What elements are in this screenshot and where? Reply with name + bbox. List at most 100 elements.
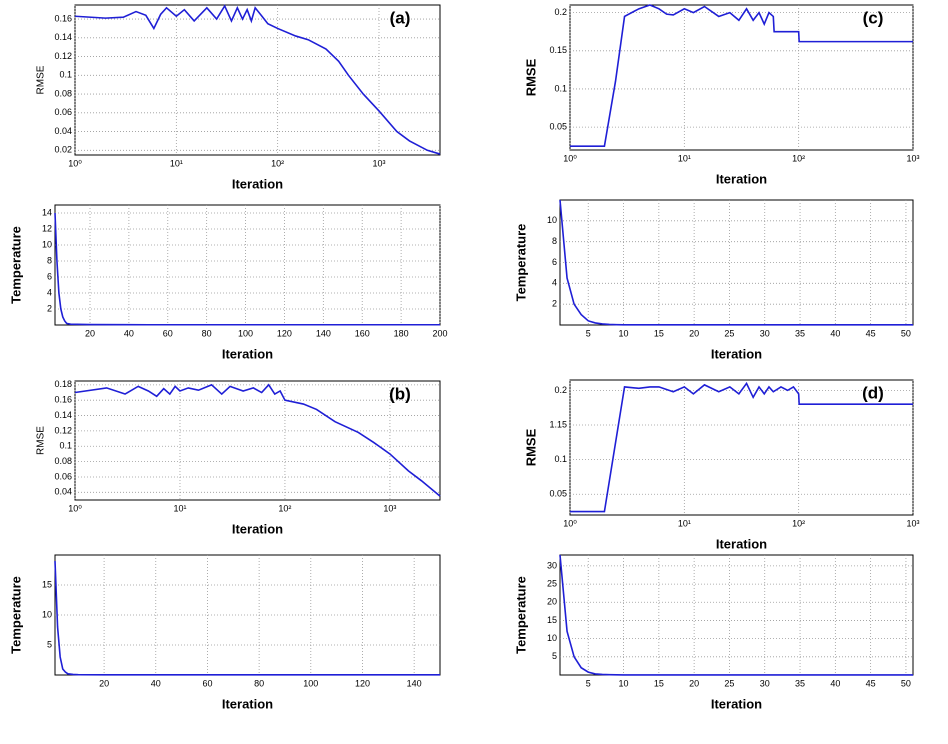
subplot: 20 40 60 80 100 120 140 160 180 200 2 4 6 8 10 12 14 Iter… [8, 204, 448, 361]
y-axis-label: RMSE [36, 426, 47, 455]
panel-label: (c) [863, 8, 884, 27]
y-tick-label: 0.02 [54, 145, 72, 155]
y-tick-label: 10 [42, 609, 52, 619]
y-tick-label: 0.12 [54, 51, 72, 61]
y-tick-label: 0.05 [549, 489, 567, 499]
subplot: 5 10 15 20 25 30 35 40 45 50 2 4 6 8 10 Iteration Temper… [513, 199, 914, 361]
x-tick-label: 10⁰ [563, 518, 577, 528]
y-tick-label: 0.14 [54, 410, 72, 420]
x-tick-label: 20 [99, 678, 109, 688]
x-axis-label: Iteration [232, 176, 283, 191]
x-tick-label: 60 [202, 678, 212, 688]
x-tick-label: 10¹ [678, 518, 691, 528]
y-axis-label: Temperature [8, 226, 23, 304]
x-tick-label: 35 [795, 328, 805, 338]
x-tick-label: 10² [271, 158, 284, 168]
x-tick-label: 160 [355, 328, 370, 338]
y-tick-label: 20 [547, 597, 557, 607]
y-tick-label: 6 [47, 271, 52, 281]
x-axis-label: Iteration [222, 696, 273, 711]
y-tick-label: 1.15 [549, 419, 567, 429]
y-tick-label: 8 [47, 255, 52, 265]
subplot: 5 10 15 20 25 30 35 40 45 50 5 10 15 20 25 30 Iteration T… [513, 554, 914, 711]
y-tick-label: 12 [42, 223, 52, 233]
x-tick-label: 180 [394, 328, 409, 338]
y-axis-label: Temperature [513, 576, 528, 654]
x-tick-label: 10¹ [678, 153, 691, 163]
x-tick-label: 10³ [383, 503, 396, 513]
y-tick-label: 0.04 [54, 487, 72, 497]
y-tick-label: 0.04 [54, 126, 72, 136]
x-tick-label: 10¹ [170, 158, 183, 168]
subplot: 10⁰ 10¹ 10² 10³ 0.05 0.1 1.15 0.2 Iteration RMSE (… [523, 379, 920, 551]
y-tick-label: 6 [552, 257, 557, 267]
y-tick-label: 10 [547, 215, 557, 225]
x-tick-label: 5 [586, 328, 591, 338]
x-tick-label: 25 [724, 328, 734, 338]
y-axis-label: RMSE [523, 428, 538, 466]
y-tick-label: 10 [42, 239, 52, 249]
x-tick-label: 25 [724, 678, 734, 688]
y-tick-label: 5 [552, 651, 557, 661]
y-tick-label: 0.18 [54, 379, 72, 389]
x-tick-label: 30 [760, 678, 770, 688]
x-tick-label: 10³ [372, 158, 385, 168]
panel-label: (d) [862, 383, 884, 402]
subplot: 20 40 60 80 100 120 140 5 10 15 Iteration Temperatu… [8, 554, 441, 711]
x-tick-label: 10⁰ [563, 153, 577, 163]
x-tick-label: 40 [151, 678, 161, 688]
y-tick-label: 0.1 [59, 70, 72, 80]
data-line [570, 4, 913, 147]
x-tick-label: 40 [124, 328, 134, 338]
y-tick-label: 30 [547, 560, 557, 570]
x-tick-label: 80 [202, 328, 212, 338]
subplot: 10⁰ 10¹ 10² 10³ 0.05 0.1 0.15 0.2 Iteration RMSE (… [523, 4, 920, 186]
data-line [54, 560, 440, 676]
panel-label: (a) [390, 8, 411, 27]
x-tick-label: 120 [277, 328, 292, 338]
x-tick-label: 10³ [906, 518, 919, 528]
x-tick-label: 45 [866, 328, 876, 338]
y-tick-label: 2 [47, 303, 52, 313]
y-tick-label: 2 [552, 299, 557, 309]
plot-area [74, 380, 441, 501]
x-tick-label: 45 [866, 678, 876, 688]
x-tick-label: 10² [792, 518, 805, 528]
data-line [559, 554, 913, 676]
x-tick-label: 10² [792, 153, 805, 163]
x-axis-label: Iteration [711, 696, 762, 711]
y-tick-label: 0.16 [54, 395, 72, 405]
y-tick-label: 0.05 [549, 121, 567, 131]
y-tick-label: 0.12 [54, 425, 72, 435]
x-tick-label: 50 [901, 678, 911, 688]
y-tick-label: 0.1 [554, 454, 567, 464]
x-tick-label: 10³ [906, 153, 919, 163]
data-line [74, 4, 441, 155]
x-tick-label: 140 [407, 678, 422, 688]
x-tick-label: 5 [586, 678, 591, 688]
y-tick-label: 0.08 [54, 456, 72, 466]
y-tick-label: 25 [547, 578, 557, 588]
x-tick-label: 100 [238, 328, 253, 338]
x-tick-label: 10⁰ [68, 158, 82, 168]
x-tick-label: 20 [689, 678, 699, 688]
x-tick-label: 10² [278, 503, 291, 513]
x-tick-label: 20 [85, 328, 95, 338]
y-tick-label: 0.2 [554, 385, 567, 395]
x-tick-label: 140 [316, 328, 331, 338]
x-tick-label: 35 [795, 678, 805, 688]
plot-area [74, 4, 441, 156]
y-tick-label: 0.1 [554, 83, 567, 93]
y-tick-label: 8 [552, 236, 557, 246]
x-tick-label: 30 [760, 328, 770, 338]
x-tick-label: 10 [619, 328, 629, 338]
x-tick-label: 10⁰ [68, 503, 82, 513]
data-line [570, 381, 913, 513]
x-axis-label: Iteration [716, 536, 767, 551]
x-tick-label: 50 [901, 328, 911, 338]
y-axis-label: Temperature [513, 224, 528, 302]
y-axis-label: Temperature [8, 576, 23, 654]
y-tick-label: 15 [547, 615, 557, 625]
y-tick-label: 4 [552, 278, 557, 288]
